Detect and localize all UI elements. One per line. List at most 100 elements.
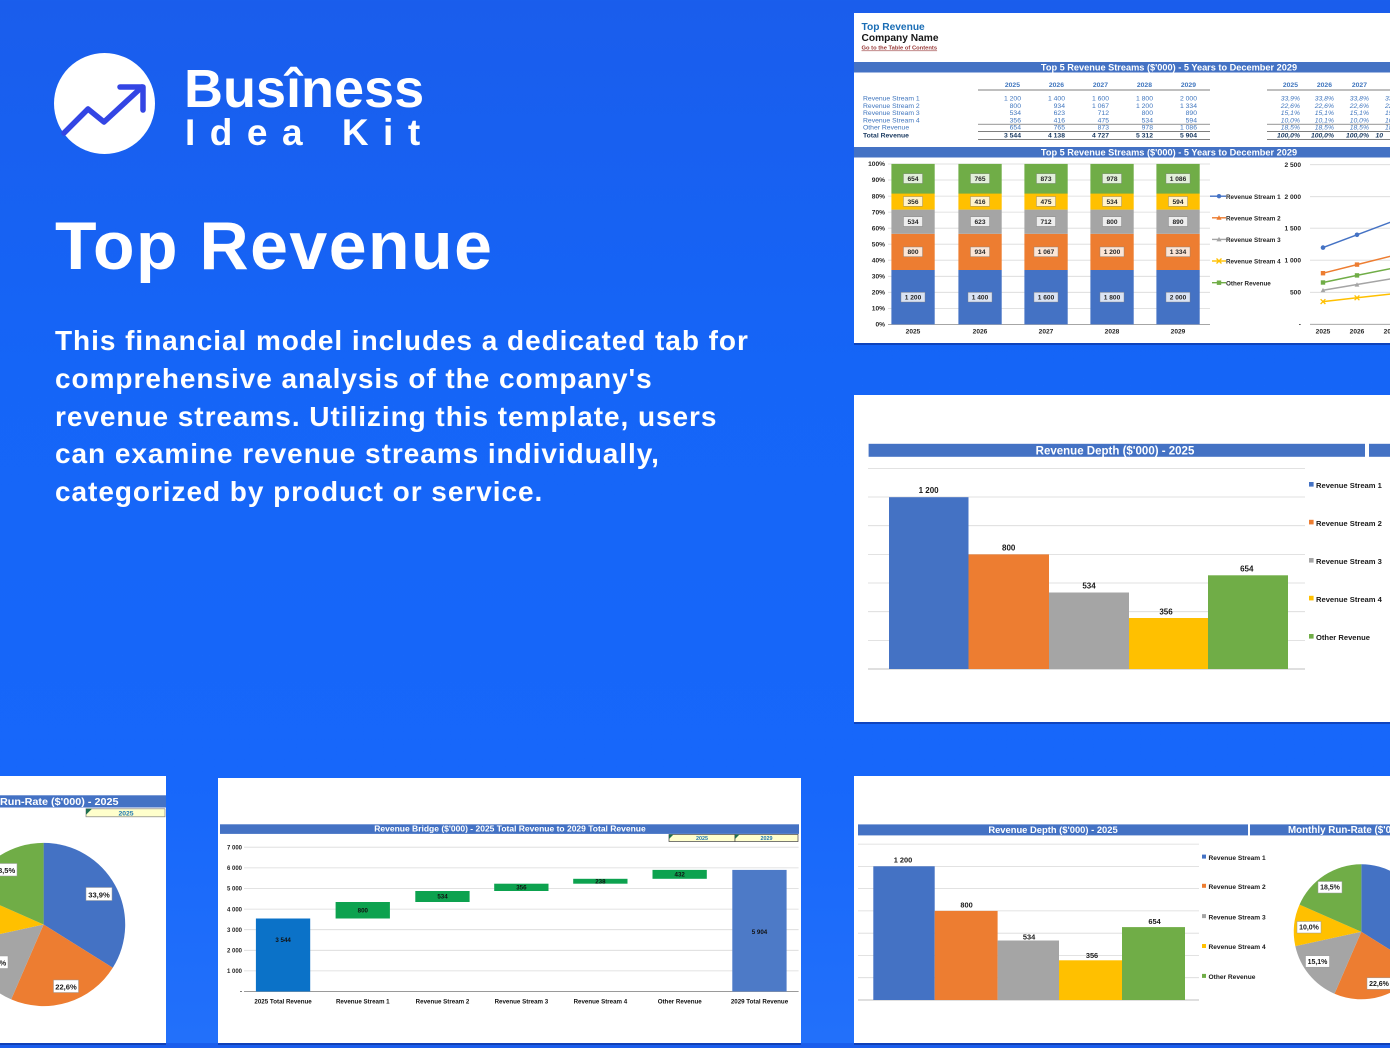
svg-text:800: 800: [960, 901, 972, 910]
svg-text:934: 934: [974, 249, 985, 256]
svg-text:4 000: 4 000: [227, 907, 243, 913]
svg-text:890: 890: [1186, 110, 1198, 117]
svg-text:534: 534: [907, 219, 918, 226]
svg-text:Go to the Table of Contents: Go to the Table of Contents: [862, 46, 938, 52]
svg-text:356: 356: [1010, 117, 1022, 124]
svg-text:Revenue Stream 3: Revenue Stream 3: [1209, 914, 1267, 921]
svg-text:2 000: 2 000: [1180, 96, 1197, 103]
svg-text:Top Revenue: Top Revenue: [862, 22, 926, 33]
svg-text:978: 978: [1142, 125, 1154, 132]
svg-text:623: 623: [1054, 110, 1066, 117]
svg-text:654: 654: [1240, 564, 1254, 573]
svg-text:1 600: 1 600: [1092, 96, 1109, 103]
svg-text:50%: 50%: [872, 241, 885, 248]
svg-text:Other Revenue: Other Revenue: [1226, 280, 1271, 287]
svg-text:Revenue Bridge ($'000) - 2025: Revenue Bridge ($'000) - 2025 Total Reve…: [374, 824, 646, 834]
svg-text:10%: 10%: [872, 306, 885, 313]
svg-text:22,6%: 22,6%: [1314, 103, 1334, 110]
svg-text:1 200: 1 200: [1136, 103, 1153, 110]
svg-text:Revenue Stream 2: Revenue Stream 2: [1316, 519, 1382, 528]
svg-text:1 000: 1 000: [227, 969, 243, 975]
svg-text:890: 890: [1172, 219, 1183, 226]
svg-text:1 200: 1 200: [919, 486, 940, 495]
svg-text:4 727: 4 727: [1092, 133, 1109, 140]
svg-text:Revenue Stream 3: Revenue Stream 3: [863, 110, 920, 117]
svg-text:873: 873: [1098, 125, 1110, 132]
svg-text:10,0%: 10,0%: [1281, 117, 1300, 124]
svg-text:Revenue Stream 4: Revenue Stream 4: [863, 117, 920, 124]
svg-text:534: 534: [1023, 933, 1036, 942]
svg-text:800: 800: [1106, 219, 1117, 226]
svg-text:2029: 2029: [761, 836, 773, 842]
svg-text:15,1%: 15,1%: [1350, 110, 1369, 117]
svg-text:765: 765: [974, 176, 985, 183]
svg-text:3 544: 3 544: [1004, 133, 1021, 140]
svg-text:978: 978: [1106, 176, 1117, 183]
svg-text:15,1%: 15,1%: [1315, 110, 1334, 117]
svg-text:1 800: 1 800: [1136, 96, 1153, 103]
svg-text:2027: 2027: [1352, 82, 1367, 89]
svg-text:Top 5 Revenue Streams ($'000): Top 5 Revenue Streams ($'000) - 5 Years …: [1041, 62, 1297, 72]
svg-text:475: 475: [1040, 199, 1051, 206]
svg-text:Company Name: Company Name: [862, 33, 939, 44]
svg-text:22,6%: 22,6%: [1280, 103, 1300, 110]
svg-text:1 400: 1 400: [1048, 96, 1065, 103]
svg-text:654: 654: [1010, 125, 1022, 132]
svg-text:18,5%: 18,5%: [1315, 125, 1334, 132]
svg-text:800: 800: [1142, 110, 1154, 117]
svg-text:2027: 2027: [1093, 82, 1108, 89]
svg-text:6 000: 6 000: [227, 866, 243, 872]
svg-text:0%: 0%: [875, 322, 885, 329]
svg-text:2029: 2029: [1181, 82, 1196, 89]
svg-text:33,9%: 33,9%: [1281, 96, 1300, 103]
svg-text:2025: 2025: [1316, 329, 1331, 336]
svg-text:Other Revenue: Other Revenue: [658, 999, 703, 1006]
svg-text:3 544: 3 544: [275, 937, 291, 944]
svg-text:-: -: [1299, 322, 1301, 329]
svg-text:20%: 20%: [872, 290, 885, 297]
svg-text:33: 33: [1385, 96, 1390, 103]
svg-text:10,1%: 10,1%: [1315, 117, 1334, 124]
svg-text:238: 238: [595, 878, 606, 885]
svg-text:1 000: 1 000: [1284, 258, 1301, 265]
svg-text:934: 934: [1054, 103, 1066, 110]
svg-text:594: 594: [1186, 117, 1198, 124]
svg-text:Revenue Stream 2: Revenue Stream 2: [416, 999, 470, 1006]
svg-text:500: 500: [1290, 290, 1301, 297]
svg-text:534: 534: [1142, 117, 1154, 124]
svg-text:2028: 2028: [1137, 82, 1152, 89]
svg-text:594: 594: [1172, 199, 1183, 206]
svg-text:2 500: 2 500: [1284, 162, 1301, 169]
svg-text:Revenue Stream 3: Revenue Stream 3: [1316, 557, 1382, 566]
svg-text:15,1%: 15,1%: [1308, 959, 1329, 966]
svg-text:70%: 70%: [872, 209, 885, 216]
svg-text:2 000: 2 000: [227, 949, 243, 955]
svg-text:2026: 2026: [1350, 329, 1365, 336]
svg-text:100,0%: 100,0%: [1311, 133, 1334, 140]
svg-text:416: 416: [1054, 117, 1066, 124]
svg-text:800: 800: [1002, 544, 1016, 553]
svg-text:356: 356: [907, 199, 918, 206]
svg-text:100%: 100%: [868, 161, 885, 168]
svg-text:Revenue Stream 4: Revenue Stream 4: [1226, 259, 1281, 266]
svg-text:1 400: 1 400: [972, 295, 989, 302]
svg-text:Top 5 Revenue Streams ($'000): Top 5 Revenue Streams ($'000) - 5 Years …: [1041, 147, 1297, 157]
svg-text:654: 654: [907, 176, 918, 183]
svg-text:2026: 2026: [1317, 82, 1332, 89]
svg-text:22,6%: 22,6%: [1349, 103, 1369, 110]
svg-text:5 312: 5 312: [1136, 133, 1153, 140]
svg-text:22: 22: [1384, 103, 1390, 110]
svg-text:534: 534: [1082, 582, 1096, 591]
svg-text:800: 800: [358, 907, 369, 914]
svg-text:22,6%: 22,6%: [1369, 981, 1390, 988]
svg-text:1 086: 1 086: [1180, 125, 1197, 132]
svg-text:2027: 2027: [1384, 329, 1390, 336]
svg-text:Revenue Stream 1: Revenue Stream 1: [336, 999, 390, 1006]
svg-text:18,5%: 18,5%: [1350, 125, 1369, 132]
svg-text:2025: 2025: [118, 810, 133, 817]
svg-text:432: 432: [675, 872, 686, 879]
svg-text:Revenue Stream 4: Revenue Stream 4: [1316, 595, 1383, 604]
svg-text:5 000: 5 000: [227, 887, 243, 893]
svg-text:2025: 2025: [1283, 82, 1298, 89]
svg-text:Revenue Depth ($'000) - 2025: Revenue Depth ($'000) - 2025: [988, 824, 1117, 835]
